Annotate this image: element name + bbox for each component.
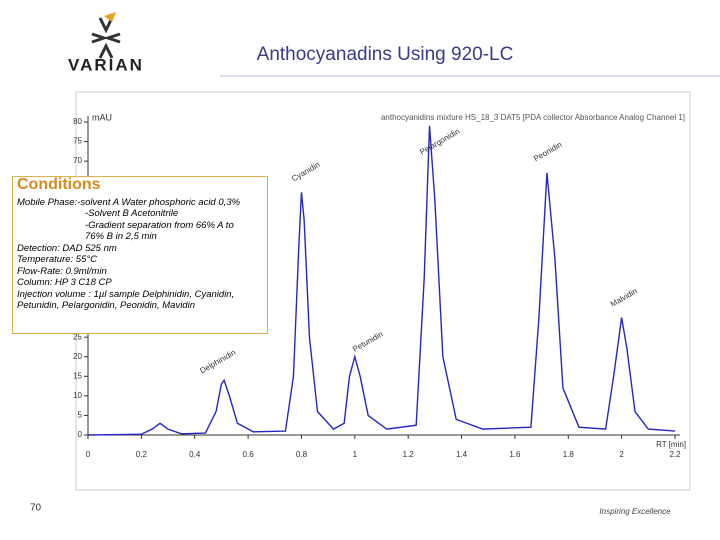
- y-tick-label: 5: [78, 411, 83, 420]
- x-tick-label: 1.2: [403, 450, 415, 459]
- peak-label: Malvidin: [609, 286, 639, 308]
- y-tick-label: 75: [73, 137, 82, 146]
- condition-line: Column: HP 3 C18 CP: [17, 277, 112, 288]
- y-tick-label: 25: [73, 332, 82, 341]
- page-number: 70: [30, 503, 42, 514]
- peak-label: Petunidin: [351, 329, 384, 353]
- x-tick-label: 1.4: [456, 450, 468, 459]
- y-tick-label: 0: [78, 430, 83, 439]
- x-tick-label: 0.4: [189, 450, 201, 459]
- peak-label: Pelargonidin: [418, 127, 461, 157]
- peak-label: Peonidin: [532, 140, 563, 163]
- condition-line: Mobile Phase:-solvent A Water phosphoric…: [17, 196, 241, 208]
- condition-line: Detection: DAD 525 nm: [17, 242, 117, 254]
- logo-text: VARIAN: [68, 55, 144, 74]
- x-tick-label: 1: [353, 450, 358, 459]
- x-tick-label: 1.8: [563, 450, 575, 459]
- y-tick-label: 80: [73, 117, 82, 126]
- condition-line: 76% B in 2,5 min: [85, 231, 157, 242]
- chart-subtitle: anthocyanidins mixture HS_18_3 DAT5 [PDA…: [381, 113, 685, 122]
- peak-label: Delphinidin: [198, 348, 237, 376]
- y-tick-label: 15: [73, 371, 82, 380]
- conditions-box: Conditions Mobile Phase:-solvent A Water …: [12, 176, 268, 334]
- logo: [91, 12, 121, 59]
- condition-line: Temperature: 55°C: [17, 254, 98, 265]
- condition-line: Flow-Rate: 0.9ml/min: [17, 265, 107, 277]
- chromatogram-line: [87, 125, 676, 436]
- y-tick-label: 20: [73, 352, 82, 361]
- y-tick-label: 10: [73, 391, 82, 400]
- footer: Inspiring Excellence: [599, 507, 671, 516]
- y-axis-label: mAU: [92, 112, 112, 122]
- y-tick-label: 70: [73, 156, 82, 165]
- x-tick-label: 2.2: [669, 450, 681, 459]
- condition-line: -Solvent B Acetonitrile: [85, 208, 179, 219]
- x-tick-label: 2: [619, 450, 624, 459]
- x-tick-label: 0.6: [243, 450, 255, 459]
- condition-line: Injection volume : 1µl sample Delphinidi…: [17, 288, 235, 300]
- slide-title: Anthocyanadins Using 920-LC: [257, 44, 514, 65]
- condition-line: -Gradient separation from 66% A to: [85, 219, 234, 231]
- peak-label: Cyanidin: [290, 160, 321, 183]
- x-tick-label: 0.8: [296, 450, 308, 459]
- conditions-heading: Conditions: [17, 176, 101, 193]
- x-tick-label: 0.2: [136, 450, 148, 459]
- x-axis-label: RT [min]: [656, 440, 686, 449]
- x-tick-label: 1.6: [509, 450, 521, 459]
- condition-line: Petunidin, Pelargonidin, Peonidin, Mavid…: [17, 300, 195, 311]
- x-tick-label: 0: [86, 450, 91, 459]
